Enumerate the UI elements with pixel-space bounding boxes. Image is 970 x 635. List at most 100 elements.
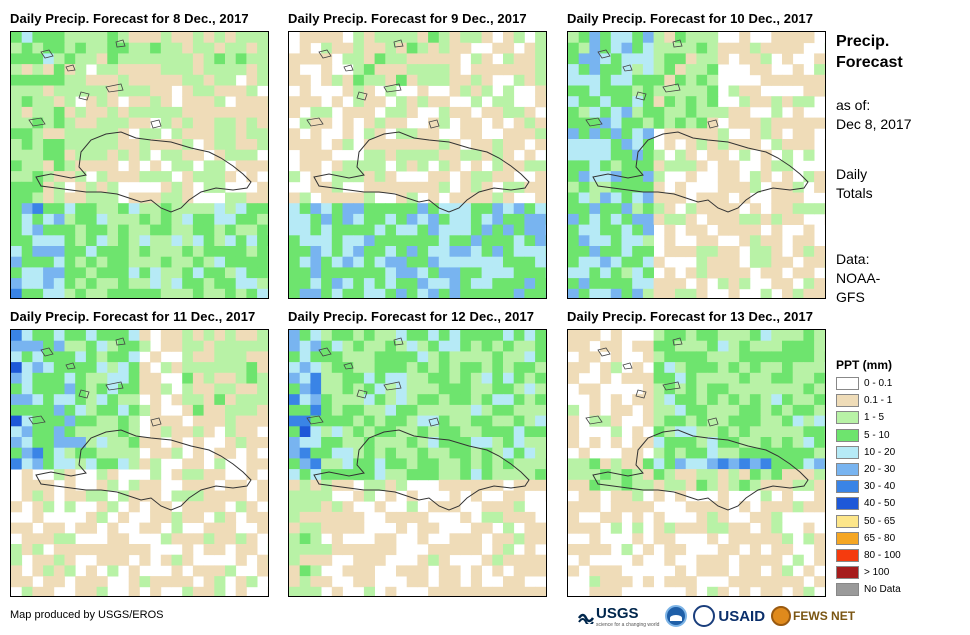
precip-cell xyxy=(760,533,772,545)
precip-cell xyxy=(75,192,87,204)
precip-cell xyxy=(642,469,654,481)
precip-cell xyxy=(128,139,140,151)
precip-cell xyxy=(760,246,772,258)
precip-cell xyxy=(621,192,633,204)
precip-cell xyxy=(107,42,119,54)
precip-cell xyxy=(214,64,226,76)
precip-cell xyxy=(225,32,237,44)
precip-cell xyxy=(203,383,215,395)
precip-cell xyxy=(417,96,429,108)
precip-cell xyxy=(717,544,729,556)
precip-cell xyxy=(396,394,408,406)
precip-cell xyxy=(428,171,440,183)
precip-cell xyxy=(64,351,76,363)
legend-label: 50 - 65 xyxy=(864,515,896,527)
precip-cell xyxy=(11,181,23,193)
precip-cell xyxy=(310,96,322,108)
precip-cell xyxy=(289,426,301,438)
precip-cell xyxy=(696,32,708,44)
precip-cell xyxy=(771,426,783,438)
precip-cell xyxy=(246,149,258,161)
precip-cell xyxy=(406,330,418,342)
precip-cell xyxy=(118,533,130,545)
precip-cell xyxy=(214,394,226,406)
precip-cell xyxy=(792,139,804,151)
precip-cell xyxy=(214,139,226,151)
precip-cell xyxy=(11,278,23,290)
precip-cell xyxy=(96,437,108,449)
precip-cell xyxy=(203,288,215,298)
precip-cell xyxy=(396,64,408,76)
precip-cell xyxy=(717,469,729,481)
precip-cell xyxy=(96,64,108,76)
precip-cell xyxy=(353,246,365,258)
precip-cell xyxy=(760,149,772,161)
precip-cell xyxy=(342,278,354,290)
precip-cell xyxy=(664,64,676,76)
precip-cell xyxy=(675,372,687,384)
precip-cell xyxy=(96,576,108,588)
precip-cell xyxy=(182,362,194,374)
precip-cell xyxy=(492,447,504,459)
precip-cell xyxy=(600,139,612,151)
precip-cell xyxy=(685,213,697,225)
precip-cell xyxy=(513,533,525,545)
precip-cell xyxy=(803,117,815,129)
precip-cell xyxy=(428,288,440,298)
precip-cell xyxy=(771,351,783,363)
precip-cell xyxy=(568,106,580,118)
legend-label: 20 - 30 xyxy=(864,464,896,475)
precip-cell xyxy=(43,288,55,298)
precip-cell xyxy=(171,426,183,438)
precip-cell xyxy=(118,64,130,76)
precip-cell xyxy=(225,522,237,534)
precip-cell xyxy=(21,235,33,247)
precip-cell xyxy=(331,330,343,342)
precip-cell xyxy=(739,235,751,247)
precip-cell xyxy=(438,139,450,151)
island-coastline xyxy=(65,362,76,370)
precip-cell xyxy=(128,256,140,268)
as-of-label: as of: xyxy=(836,97,871,113)
precip-cell xyxy=(803,340,815,352)
precip-cell xyxy=(182,235,194,247)
precip-cell xyxy=(107,469,119,481)
precip-cell xyxy=(513,246,525,258)
precip-cell xyxy=(43,458,55,470)
precip-cell xyxy=(513,362,525,374)
precip-cell xyxy=(75,32,87,44)
precip-cell xyxy=(578,362,590,374)
precip-cell xyxy=(214,404,226,416)
precip-cell xyxy=(139,278,151,290)
precip-cell xyxy=(481,288,493,298)
precip-cell xyxy=(225,437,237,449)
precip-cell xyxy=(11,53,23,65)
precip-cell xyxy=(503,351,515,363)
precip-cell xyxy=(85,383,97,395)
precip-cell xyxy=(438,203,450,215)
precip-cell xyxy=(513,139,525,151)
precip-cell xyxy=(632,362,644,374)
precip-cell xyxy=(470,53,482,65)
precip-cell xyxy=(685,576,697,588)
precip-cell xyxy=(578,288,590,298)
precip-cell xyxy=(385,64,397,76)
precip-cell xyxy=(621,106,633,118)
precip-cell xyxy=(43,224,55,236)
precip-cell xyxy=(449,351,461,363)
precip-cell xyxy=(438,64,450,76)
precip-cell xyxy=(492,362,504,374)
precip-cell xyxy=(118,340,130,352)
precip-cell xyxy=(406,96,418,108)
precip-cell xyxy=(96,171,108,183)
precip-cell xyxy=(782,533,794,545)
precip-cell xyxy=(524,437,536,449)
precip-cell xyxy=(235,203,247,215)
precip-cell xyxy=(310,576,322,588)
precip-cell xyxy=(96,160,108,172)
precip-cell xyxy=(535,160,546,172)
precip-cell xyxy=(600,340,612,352)
precip-cell xyxy=(53,192,65,204)
precip-cell xyxy=(43,149,55,161)
precip-cell xyxy=(470,383,482,395)
